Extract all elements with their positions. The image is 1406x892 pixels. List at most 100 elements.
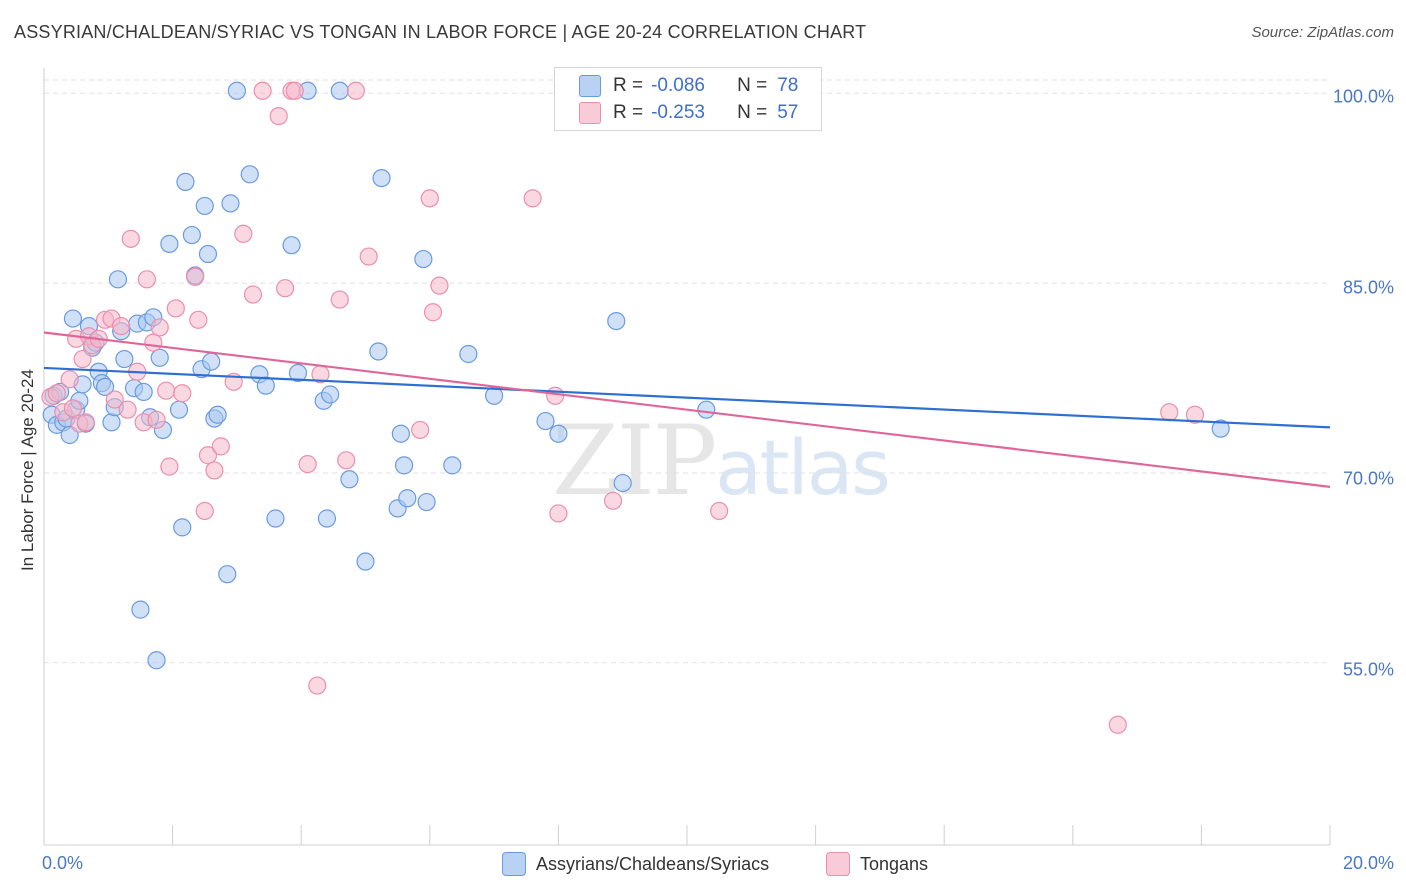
correlation-legend: R = -0.086 N = 78 R = -0.253 N = 57 [554, 67, 822, 131]
data-point-tongans [118, 400, 137, 419]
legend-n-value: 57 [777, 102, 799, 123]
data-point-assyrians [227, 81, 246, 100]
data-point-assyrians [218, 565, 237, 584]
legend-swatch-pink [579, 102, 601, 124]
watermark-atlas: atlas [715, 423, 891, 512]
data-point-tongans [423, 303, 443, 322]
bottom-legend-swatch-blue [502, 852, 526, 876]
data-point-tongans [211, 437, 230, 456]
data-point-tongans [160, 457, 179, 476]
data-point-tongans [546, 386, 565, 405]
data-point-assyrians [330, 81, 349, 100]
data-point-tongans [76, 413, 95, 432]
data-point-assyrians [160, 234, 179, 254]
data-point-assyrians [208, 405, 227, 424]
data-point-assyrians [356, 552, 375, 571]
data-point-assyrians [134, 382, 153, 402]
data-point-assyrians [372, 168, 391, 188]
data-point-tongans [1160, 403, 1179, 422]
data-point-assyrians [147, 651, 166, 670]
chart-title: ASSYRIAN/CHALDEAN/SYRIAC VS TONGAN IN LA… [14, 22, 867, 42]
data-point-assyrians [256, 376, 275, 395]
data-point-tongans [243, 285, 263, 304]
y-tick-label-85: 85.0% [1342, 277, 1394, 298]
legend-r-label: R = [613, 102, 644, 123]
data-point-tongans [189, 310, 208, 329]
data-point-assyrians [102, 413, 121, 432]
data-point-assyrians [414, 249, 433, 269]
bottom-legend-label: Assyrians/Chaldeans/Syriacs [536, 853, 770, 874]
data-point-assyrians [288, 363, 308, 383]
data-point-tongans [1108, 715, 1127, 734]
data-point-tongans [112, 317, 131, 336]
data-point-assyrians [391, 424, 410, 443]
bottom-legend-label: Tongans [860, 853, 929, 874]
data-point-tongans [346, 81, 365, 100]
data-point-tongans [157, 381, 176, 400]
data-point-assyrians [95, 377, 115, 396]
bottom-legend-tongans: Tongans [826, 852, 928, 876]
data-point-tongans [105, 390, 124, 409]
legend-r-value: -0.253 [651, 102, 705, 123]
x-tick-label-min: 0.0% [42, 853, 84, 873]
data-point-tongans [276, 279, 295, 298]
data-point-assyrians [317, 509, 337, 528]
data-point-tongans [195, 501, 214, 521]
data-point-assyrians [549, 424, 568, 443]
data-point-tongans [166, 299, 185, 318]
data-point-tongans [121, 229, 140, 248]
data-point-tongans [308, 676, 327, 695]
data-point-tongans [523, 189, 542, 208]
data-point-tongans [253, 81, 272, 100]
data-point-assyrians [108, 270, 128, 289]
data-point-assyrians [282, 236, 301, 255]
data-point-tongans [549, 504, 568, 523]
data-point-assyrians [240, 165, 259, 184]
watermark-zip: ZIP [552, 405, 717, 517]
data-point-tongans [63, 399, 83, 418]
data-point-tongans [359, 247, 378, 266]
y-tick-label-70: 70.0% [1342, 468, 1394, 489]
data-point-tongans [430, 276, 449, 295]
data-point-tongans [147, 410, 166, 429]
data-point-assyrians [176, 172, 195, 191]
legend-row-tongans: R = -0.253 N = 57 [579, 101, 798, 125]
legend-n-label: N = [737, 75, 768, 96]
data-point-assyrians [115, 349, 134, 369]
data-point-assyrians [173, 518, 192, 537]
data-point-assyrians [195, 196, 214, 216]
data-point-assyrians [131, 600, 150, 619]
x-tick-label-max: 20.0% [1342, 853, 1394, 873]
data-point-assyrians [169, 400, 189, 419]
data-point-assyrians [182, 225, 201, 245]
data-point-tongans [285, 81, 304, 100]
data-point-assyrians [202, 352, 221, 371]
data-point-assyrians [459, 344, 478, 364]
legend-r-value: -0.086 [651, 75, 705, 96]
data-point-assyrians [63, 309, 83, 328]
legend-n-value: 78 [777, 75, 799, 96]
data-point-assyrians [613, 473, 632, 493]
data-point-assyrians [150, 348, 169, 367]
data-point-tongans [234, 224, 253, 243]
data-point-assyrians [536, 411, 555, 431]
legend-swatch-blue [579, 75, 601, 97]
legend-row-assyrians: R = -0.086 N = 78 [579, 74, 798, 98]
data-point-assyrians [443, 456, 462, 475]
data-point-assyrians [607, 311, 626, 331]
bottom-legend-assyrians: Assyrians/Chaldeans/Syriacs [502, 852, 769, 876]
data-point-assyrians [340, 470, 359, 489]
data-point-assyrians [198, 244, 218, 264]
data-point-tongans [150, 318, 169, 337]
data-point-tongans [173, 384, 192, 403]
data-point-assyrians [398, 489, 417, 508]
data-point-tongans [144, 333, 163, 352]
data-point-assyrians [1211, 419, 1230, 438]
legend-r-label: R = [613, 75, 644, 96]
y-tick-label-55: 55.0% [1342, 659, 1394, 680]
data-point-assyrians [369, 342, 388, 361]
trend-line-tongans [43, 331, 1331, 488]
data-point-assyrians [266, 509, 285, 528]
data-point-tongans [269, 106, 288, 126]
